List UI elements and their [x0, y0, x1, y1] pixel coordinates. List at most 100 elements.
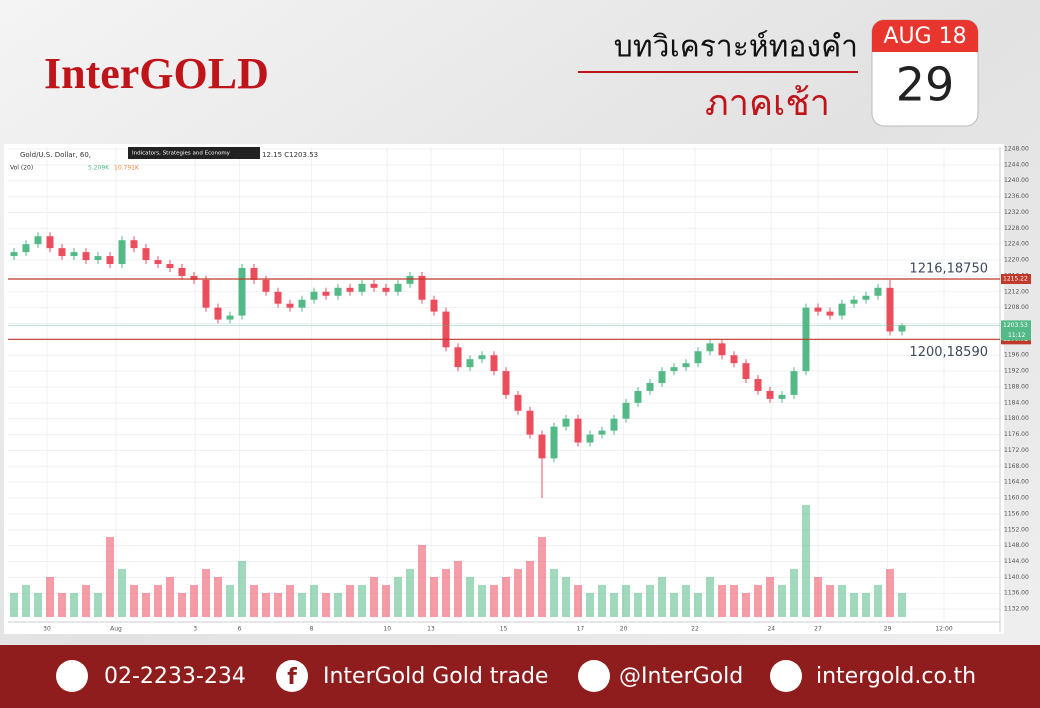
volume-bar	[466, 577, 474, 617]
candle-body	[682, 363, 690, 368]
y-tick-label: 1140.00	[1004, 574, 1029, 581]
candle-body	[334, 287, 342, 296]
candle-body	[862, 295, 870, 300]
candle-body	[190, 275, 198, 280]
volume-bar	[130, 585, 138, 617]
volume-bar	[658, 577, 666, 617]
volume-bar	[514, 569, 522, 617]
candle-body	[442, 311, 450, 348]
volume-bar	[862, 593, 870, 617]
candle-body	[742, 363, 750, 380]
candle-body	[94, 256, 102, 261]
volume-bar	[46, 577, 54, 617]
candle-body	[778, 394, 786, 399]
y-tick-label: 1156.00	[1004, 510, 1029, 517]
price-tag-label: 1203.53	[1003, 322, 1028, 329]
y-tick-label: 1232.00	[1004, 209, 1029, 216]
y-tick-label: 1208.00	[1004, 304, 1029, 311]
candle-body	[394, 283, 402, 292]
volume-bar	[826, 585, 834, 617]
y-tick-label: 1176.00	[1004, 431, 1029, 438]
x-tick-label: 8	[310, 626, 314, 633]
volume-bar	[190, 585, 198, 617]
candle-body	[706, 343, 714, 352]
x-tick-label: 10	[383, 626, 391, 633]
level-annotation: 1200,18590	[909, 345, 988, 360]
footer-web: intergold.co.th	[816, 664, 976, 689]
volume-bar	[574, 585, 582, 617]
volume-bar	[58, 593, 66, 617]
volume-bar	[322, 593, 330, 617]
candle-body	[526, 410, 534, 435]
volume-bar	[178, 593, 186, 617]
level-annotation: 1216,18750	[909, 262, 988, 277]
candle-body	[754, 379, 762, 391]
y-tick-label: 1196.00	[1004, 352, 1029, 359]
candle-body	[850, 299, 858, 304]
volume-bar	[706, 577, 714, 617]
candle-body	[466, 359, 474, 368]
calendar-top	[872, 20, 978, 52]
volume-bar	[202, 569, 210, 617]
candle-body	[166, 264, 174, 268]
price-tag-label: 1215.22	[1003, 276, 1028, 283]
volume-bar	[370, 577, 378, 617]
candle-body	[718, 343, 726, 356]
volume-bar	[142, 593, 150, 617]
volume-bar	[718, 585, 726, 617]
volume-bar	[598, 585, 606, 617]
y-tick-label: 1212.00	[1004, 288, 1029, 295]
y-tick-label: 1248.00	[1004, 145, 1029, 152]
candle-body	[58, 248, 66, 257]
x-tick-label: 27	[814, 626, 822, 633]
volume-bar	[790, 569, 798, 617]
x-tick-label: 30	[43, 626, 51, 633]
candle-body	[214, 307, 222, 320]
volume-bar	[226, 585, 234, 617]
x-tick-label: 12:00	[935, 626, 952, 633]
volume-bar	[154, 585, 162, 617]
candle-body	[538, 434, 546, 459]
y-tick-label: 1236.00	[1004, 193, 1029, 200]
volume-bar	[70, 593, 78, 617]
volume-bar	[646, 585, 654, 617]
footer-facebook: InterGold Gold trade	[323, 664, 548, 689]
candle-body	[22, 244, 30, 253]
candle-body	[310, 291, 318, 300]
candle-body	[10, 252, 18, 257]
candle-body	[610, 418, 618, 431]
candle-body	[430, 299, 438, 312]
volume-bar	[454, 561, 462, 617]
candle-body	[634, 390, 642, 403]
candle-body	[274, 291, 282, 304]
candle-body	[670, 367, 678, 372]
candle-body	[838, 303, 846, 316]
candle-body	[478, 355, 486, 360]
candle-body	[154, 260, 162, 265]
volume-bar	[106, 537, 114, 617]
volume-bar	[586, 593, 594, 617]
y-tick-label: 1184.00	[1004, 399, 1029, 406]
volume-bar	[406, 569, 414, 617]
candle-body	[262, 279, 270, 292]
volume-bar	[766, 577, 774, 617]
candle-body	[106, 256, 114, 265]
candle-body	[34, 236, 42, 245]
candle-body	[226, 315, 234, 320]
x-tick-label: 6	[238, 626, 242, 633]
volume-bar	[334, 593, 342, 617]
candle-body	[886, 287, 894, 332]
candle-body	[178, 267, 186, 276]
calendar-month: AUG 18	[883, 24, 966, 49]
volume-bar	[874, 585, 882, 617]
y-tick-label: 1144.00	[1004, 558, 1029, 565]
candle-body	[598, 430, 606, 435]
candle-body	[370, 283, 378, 288]
y-tick-label: 1152.00	[1004, 526, 1029, 533]
candle-body	[730, 355, 738, 364]
candle-body	[418, 275, 426, 300]
y-tick-label: 1168.00	[1004, 463, 1029, 470]
x-tick-label: 13	[427, 626, 435, 633]
title: บทวิเคราะห์ทองคำ	[614, 30, 858, 65]
